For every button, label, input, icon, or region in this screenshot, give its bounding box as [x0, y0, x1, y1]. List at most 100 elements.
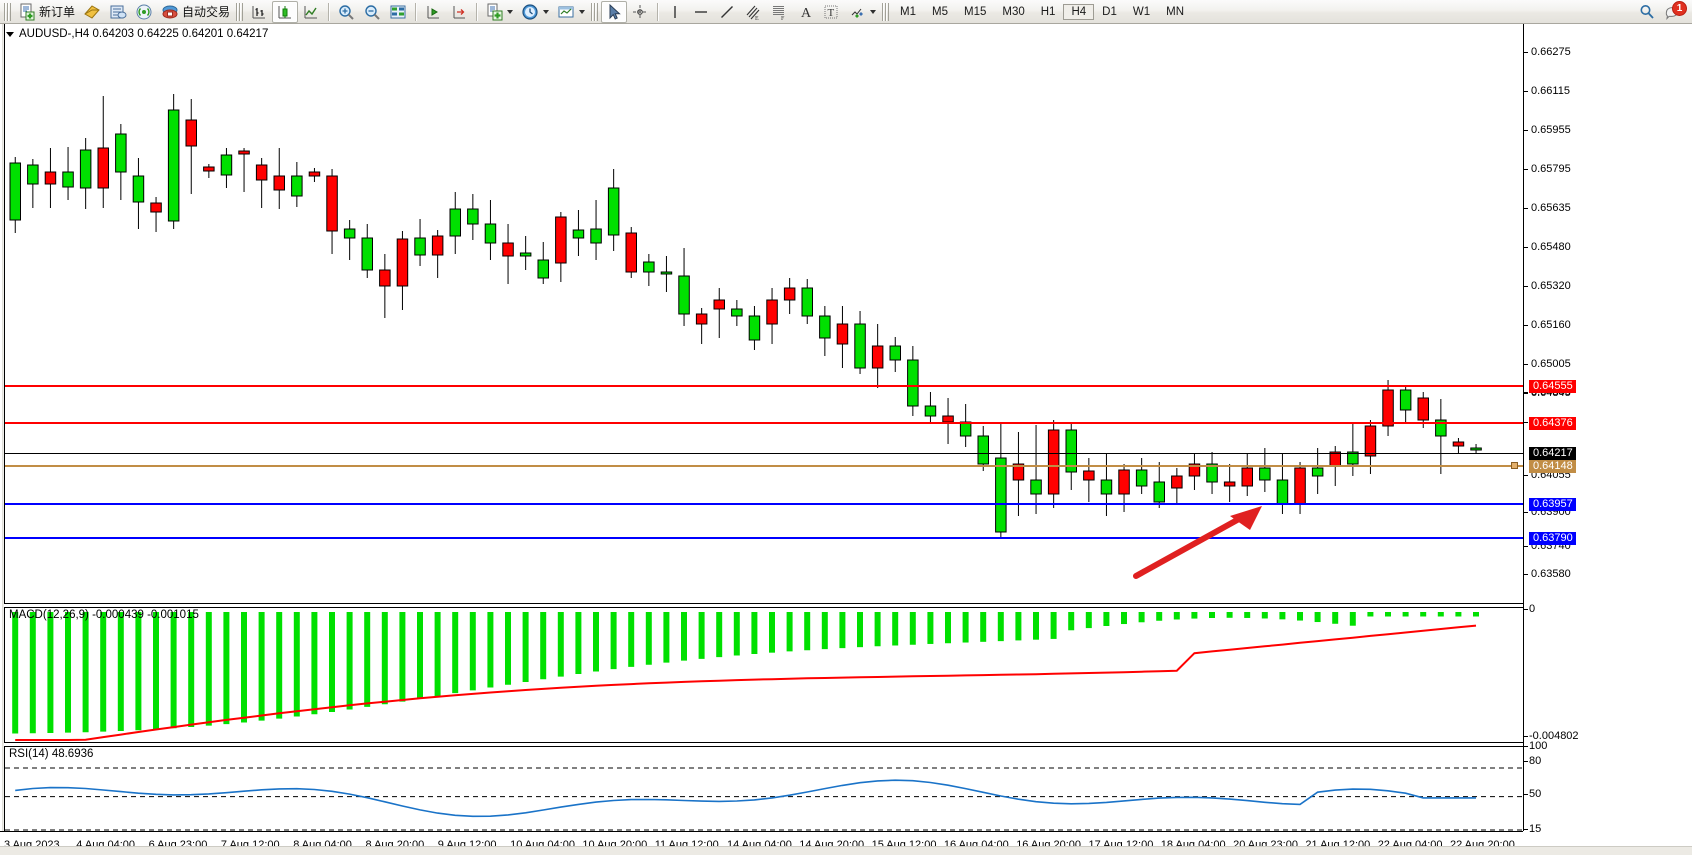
- book-button[interactable]: [79, 1, 105, 23]
- text-button[interactable]: A: [792, 1, 818, 23]
- chart-shift-icon: [450, 3, 468, 21]
- candlestick-chart-icon: [276, 3, 294, 21]
- candlestick-series: [9, 94, 1482, 538]
- timeframe-d1[interactable]: D1: [1102, 5, 1117, 18]
- crosshair-button[interactable]: [627, 1, 653, 23]
- text-label-button[interactable]: T: [818, 1, 844, 23]
- timeframe-m30[interactable]: M30: [1002, 5, 1025, 18]
- auto-trading-button[interactable]: 自动交易: [157, 1, 234, 23]
- macd-series: [12, 612, 1479, 741]
- vline-icon: [666, 3, 684, 21]
- macd-axis-tick: -0.004802: [1524, 731, 1692, 742]
- hline-button[interactable]: [688, 1, 714, 23]
- objects-dropdown-caret[interactable]: [870, 9, 877, 14]
- toolbar-grip-3[interactable]: [591, 2, 599, 21]
- rsi-label: RSI(14) 48.6936: [9, 748, 94, 760]
- zoom-in-icon: [337, 3, 355, 21]
- price-tag-resistance-line[interactable]: 0.64555: [1529, 380, 1576, 393]
- data-window-button[interactable]: [105, 1, 131, 23]
- autoscroll-button[interactable]: [420, 1, 446, 23]
- resistance-line-2[interactable]: [5, 422, 1523, 424]
- zoom-out-button[interactable]: [359, 1, 385, 23]
- fibonacci-icon: F: [770, 3, 788, 21]
- toolbar-separator-3: [476, 2, 478, 21]
- pivot-line[interactable]: [5, 465, 1523, 467]
- status-bar: [0, 846, 1692, 855]
- price-axis-tick: 0.65320: [1524, 281, 1692, 292]
- support-line-1[interactable]: [5, 503, 1523, 505]
- rsi-series: [5, 767, 1524, 831]
- price-axis-tick: 0.63580: [1524, 569, 1692, 580]
- equidistant-channel-button[interactable]: E: [740, 1, 766, 23]
- search-button[interactable]: [1634, 1, 1660, 23]
- support-line-2[interactable]: [5, 537, 1523, 539]
- timeframe-w1[interactable]: W1: [1132, 5, 1151, 18]
- main-toolbar: 新订单: [0, 0, 1692, 24]
- timeframe-h1[interactable]: H1: [1040, 5, 1056, 18]
- vline-button[interactable]: [662, 1, 688, 23]
- timeframe-m5[interactable]: M5: [932, 5, 948, 18]
- auto-trading-label: 自动交易: [182, 5, 231, 19]
- toolbar-grip-4[interactable]: [882, 2, 890, 21]
- svg-text:F: F: [781, 16, 785, 21]
- macd-label: MACD(12,26,9) -0.000439 -0.001015: [9, 609, 199, 621]
- equidistant-channel-icon: E: [744, 3, 762, 21]
- notifications-button[interactable]: 1: [1660, 0, 1690, 23]
- price-tag-support-line[interactable]: 0.63790: [1529, 532, 1576, 545]
- price-axis-tick: 0.64845: [1524, 388, 1692, 399]
- candlestick-chart-button[interactable]: [272, 0, 299, 23]
- indicators-button[interactable]: [481, 1, 517, 23]
- timeframe-m1[interactable]: M1: [900, 5, 917, 18]
- templates-button[interactable]: [553, 1, 589, 23]
- chart-header[interactable]: AUDUSD-,H4 0.64203 0.64225 0.64201 0.642…: [6, 28, 268, 40]
- objects-icon: [848, 3, 866, 21]
- resistance-line-1[interactable]: [5, 385, 1523, 387]
- chart-area[interactable]: AUDUSD-,H4 0.64203 0.64225 0.64201 0.642…: [0, 24, 1692, 855]
- price-tag-pivot-line[interactable]: 0.64148: [1529, 460, 1576, 473]
- timeframe-mn[interactable]: MN: [1166, 5, 1184, 18]
- chart-left-scale-edge: [2, 24, 4, 831]
- chart-shift-button[interactable]: [446, 1, 472, 23]
- price-tag-support-line[interactable]: 0.63957: [1529, 498, 1576, 511]
- price-axis-tick: 0.65160: [1524, 320, 1692, 331]
- timeframe-h4[interactable]: H4: [1063, 3, 1095, 20]
- chart-menu-caret-icon[interactable]: [6, 31, 14, 37]
- trendline-button[interactable]: [714, 1, 740, 23]
- bar-chart-icon: [250, 3, 268, 21]
- toolbar-grip[interactable]: [4, 2, 11, 21]
- new-order-label: 新订单: [39, 5, 76, 19]
- price-axis-tick: 0.65480: [1524, 242, 1692, 253]
- price-axis-tick: 0.65795: [1524, 164, 1692, 175]
- new-order-icon: [18, 3, 36, 21]
- period-button[interactable]: [517, 1, 553, 23]
- price-axis-tick: 0.63900: [1524, 507, 1692, 518]
- bar-chart-button[interactable]: [246, 1, 272, 23]
- market-watch-button[interactable]: [385, 1, 411, 23]
- zoom-in-button[interactable]: [333, 1, 359, 23]
- fibonacci-button[interactable]: F: [766, 1, 792, 23]
- cursor-button[interactable]: [601, 0, 628, 23]
- price-axis-tick: 0.65005: [1524, 359, 1692, 370]
- signal-button[interactable]: [131, 1, 157, 23]
- pivot-line-handle[interactable]: [1511, 462, 1518, 469]
- line-chart-button[interactable]: [298, 1, 324, 23]
- objects-button[interactable]: [844, 1, 880, 23]
- price-tag-resistance-line[interactable]: 0.64376: [1529, 417, 1576, 430]
- timeframe-m15[interactable]: M15: [964, 5, 987, 18]
- templates-dropdown-caret[interactable]: [579, 9, 586, 14]
- indicators-dropdown-caret[interactable]: [507, 9, 514, 14]
- period-dropdown-caret[interactable]: [543, 9, 550, 14]
- toolbar-grip-2[interactable]: [236, 2, 244, 21]
- price-axis[interactable]: 0.66275 0.66115 0.65955 0.65795 0.65635 0.654…: [1524, 24, 1692, 835]
- notifications-icon: 1: [1664, 0, 1687, 21]
- new-order-button[interactable]: 新订单: [14, 1, 79, 23]
- svg-text:T: T: [828, 7, 835, 19]
- uptrend-arrow-icon[interactable]: [1130, 504, 1270, 582]
- price-axis-tick: 0.66115: [1524, 86, 1692, 97]
- text-label-icon: T: [822, 3, 840, 21]
- price-axis-tick: 0.66275: [1524, 47, 1692, 58]
- price-tag-current-price[interactable]: 0.64217: [1529, 447, 1576, 460]
- toolbar-separator-2: [415, 2, 417, 21]
- macd-axis-tick: 0: [1524, 604, 1692, 615]
- cursor-icon: [605, 3, 623, 21]
